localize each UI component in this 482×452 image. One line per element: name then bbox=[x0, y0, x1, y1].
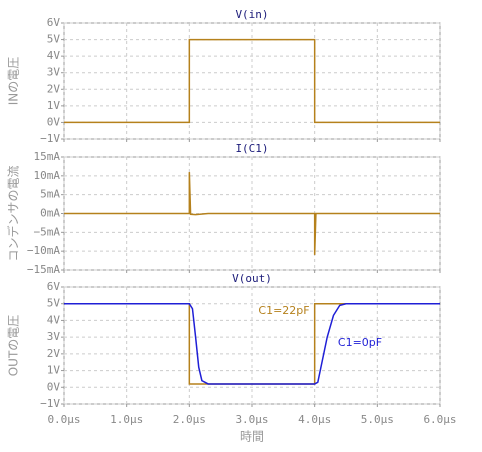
panel-title: V(in) bbox=[235, 8, 268, 21]
y-tick-label: 3V bbox=[47, 330, 61, 343]
y-tick-label: 5V bbox=[47, 297, 61, 310]
y-tick-label: 2V bbox=[47, 82, 61, 95]
y-tick-label: 2V bbox=[47, 347, 61, 360]
x-tick-label: 0.0µs bbox=[47, 413, 80, 426]
x-tick-label: 6.0µs bbox=[423, 413, 456, 426]
x-tick-label: 4.0µs bbox=[298, 413, 331, 426]
y-tick-label: 10mA bbox=[34, 169, 61, 182]
y-tick-label: 4V bbox=[47, 49, 61, 62]
y-tick-label: 5mA bbox=[40, 188, 60, 201]
y-tick-label: 5V bbox=[47, 33, 61, 46]
y-tick-label: 4V bbox=[47, 313, 61, 326]
y-tick-label: −1V bbox=[40, 132, 60, 145]
series-line bbox=[64, 302, 440, 385]
y-axis-label: INの電圧 bbox=[7, 57, 21, 106]
x-tick-label: 3.0µs bbox=[235, 413, 268, 426]
x-tick-label: 2.0µs bbox=[173, 413, 206, 426]
x-tick-label: 5.0µs bbox=[361, 413, 394, 426]
x-tick-label: 1.0µs bbox=[110, 413, 143, 426]
y-tick-label: −15mA bbox=[27, 263, 60, 276]
x-axis-label: 時間 bbox=[240, 430, 264, 444]
y-tick-label: −5mA bbox=[34, 225, 61, 238]
y-axis-label: OUTの電圧 bbox=[7, 315, 21, 377]
y-tick-label: 1V bbox=[47, 99, 61, 112]
y-tick-label: 6V bbox=[47, 16, 61, 29]
y-tick-label: 0V bbox=[47, 115, 61, 128]
series-label: C1=22pF bbox=[258, 304, 309, 317]
y-tick-label: 6V bbox=[47, 280, 61, 293]
y-axis-label: コンデンサの電流 bbox=[6, 165, 21, 261]
y-tick-label: 15mA bbox=[34, 150, 61, 163]
panel-title: V(out) bbox=[232, 272, 272, 285]
series-label: C1=0pF bbox=[338, 336, 382, 349]
y-tick-label: 0mA bbox=[40, 207, 60, 220]
y-tick-label: 1V bbox=[47, 364, 61, 377]
y-tick-label: −1V bbox=[40, 397, 60, 410]
y-tick-label: 3V bbox=[47, 66, 61, 79]
series-line bbox=[64, 38, 440, 124]
panel-title: I(C1) bbox=[235, 142, 268, 155]
y-tick-label: −10mA bbox=[27, 244, 60, 257]
plot-frame bbox=[63, 286, 441, 405]
series-line bbox=[64, 172, 440, 255]
y-tick-label: 0V bbox=[47, 380, 61, 393]
